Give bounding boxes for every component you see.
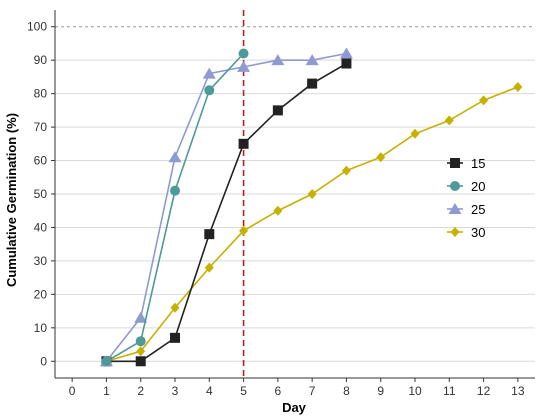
data-point-15 bbox=[238, 138, 249, 149]
x-tick-label: 5 bbox=[240, 384, 247, 398]
data-point-20 bbox=[101, 356, 112, 367]
legend-label: 20 bbox=[471, 179, 485, 194]
series-layer bbox=[99, 47, 523, 367]
y-tick-label: 10 bbox=[34, 321, 48, 335]
data-point-20 bbox=[170, 185, 180, 196]
x-tick-label: 12 bbox=[477, 384, 491, 398]
data-point-30 bbox=[170, 302, 180, 313]
data-point-30 bbox=[513, 81, 523, 92]
data-point-15 bbox=[135, 356, 146, 367]
legend: 15 20 25 30 bbox=[447, 156, 485, 240]
legend-label: 25 bbox=[471, 202, 485, 217]
data-point-30 bbox=[341, 165, 351, 176]
legend-label: 30 bbox=[471, 225, 485, 240]
x-tick-label: 6 bbox=[275, 384, 282, 398]
data-point-25 bbox=[202, 67, 216, 79]
data-point-30 bbox=[239, 225, 249, 236]
x-axis-title: Day bbox=[282, 400, 307, 415]
x-tick-label: 9 bbox=[377, 384, 384, 398]
data-point-30 bbox=[376, 152, 386, 163]
legend-marker-25 bbox=[448, 203, 462, 214]
grid-layer bbox=[55, 59, 535, 362]
y-axis-title: Cumulative Germination (%) bbox=[4, 113, 19, 287]
legend-item-30: 30 bbox=[447, 225, 485, 240]
data-point-30 bbox=[204, 262, 214, 273]
data-point-25 bbox=[168, 151, 182, 163]
data-point-30 bbox=[479, 95, 489, 106]
legend-item-25: 25 bbox=[447, 202, 485, 217]
data-point-30 bbox=[307, 189, 317, 199]
data-point-15 bbox=[272, 105, 283, 116]
data-point-30 bbox=[136, 346, 146, 357]
data-point-30 bbox=[273, 205, 283, 216]
data-point-25 bbox=[237, 60, 251, 72]
series-30 bbox=[101, 81, 523, 367]
legend-marker-30 bbox=[450, 227, 460, 237]
legend-marker-20 bbox=[450, 181, 460, 191]
x-tick-label: 0 bbox=[69, 384, 76, 398]
series-line-15 bbox=[106, 62, 347, 363]
y-tick-label: 80 bbox=[34, 87, 48, 101]
data-point-25 bbox=[271, 54, 285, 66]
x-tick-label: 8 bbox=[343, 384, 350, 398]
y-tick-label: 90 bbox=[34, 53, 48, 67]
x-tick-label: 4 bbox=[206, 384, 213, 398]
series-line-20 bbox=[106, 52, 245, 362]
y-tick-label: 60 bbox=[34, 154, 48, 168]
x-tick-label: 2 bbox=[137, 384, 144, 398]
y-tick-label: 70 bbox=[34, 120, 48, 134]
data-point-20 bbox=[135, 336, 146, 347]
data-point-30 bbox=[444, 115, 454, 126]
data-point-15 bbox=[170, 332, 180, 343]
data-point-20 bbox=[204, 85, 215, 96]
x-tick-label: 7 bbox=[309, 384, 316, 398]
data-point-25 bbox=[339, 47, 353, 59]
y-tick-label: 50 bbox=[34, 187, 48, 201]
y-tick-label: 20 bbox=[34, 287, 48, 301]
data-point-25 bbox=[134, 311, 148, 323]
data-point-30 bbox=[410, 128, 420, 139]
series-line-25 bbox=[105, 52, 347, 362]
data-point-15 bbox=[341, 58, 352, 69]
x-tick-label: 10 bbox=[408, 384, 422, 398]
x-tick-label: 3 bbox=[172, 384, 179, 398]
data-point-15 bbox=[307, 78, 318, 89]
y-tick-label: 0 bbox=[40, 354, 47, 368]
x-tick-label: 11 bbox=[443, 384, 456, 398]
data-point-20 bbox=[238, 48, 249, 59]
y-tick-label: 100 bbox=[27, 20, 47, 34]
legend-marker-15 bbox=[450, 158, 460, 168]
legend-label: 15 bbox=[471, 156, 485, 171]
data-point-25 bbox=[305, 54, 319, 66]
series-25 bbox=[99, 47, 353, 367]
y-tick-label: 30 bbox=[34, 254, 48, 268]
legend-item-20: 20 bbox=[447, 179, 485, 194]
legend-item-15: 15 bbox=[447, 156, 485, 171]
x-tick-label: 1 bbox=[103, 384, 110, 398]
x-tick-label: 13 bbox=[511, 384, 525, 398]
series-20 bbox=[101, 48, 249, 367]
y-tick-label: 40 bbox=[34, 220, 48, 234]
data-point-15 bbox=[204, 229, 215, 240]
